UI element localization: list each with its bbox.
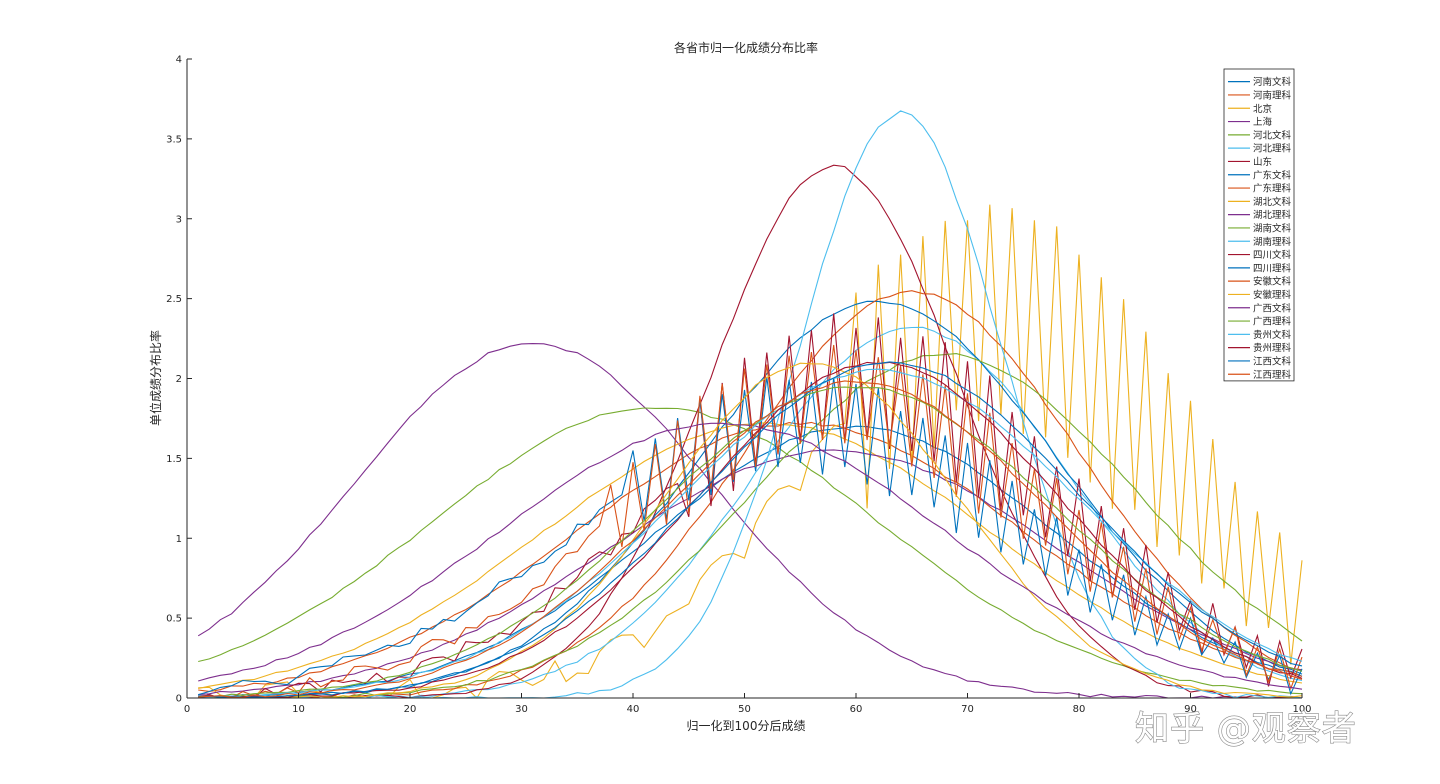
series-line-23 (198, 380, 1303, 699)
y-tick-label: 4 (176, 55, 182, 66)
legend-label: 广西理科 (1253, 316, 1292, 328)
series-line-5 (198, 407, 1303, 695)
y-tick-label: 0.5 (166, 614, 182, 625)
legend: 河南文科河南理科北京上海河北文科河北理科山东广东文科广东理科湖北文科湖北理科湖南… (1223, 68, 1295, 382)
y-tick-label: 2 (176, 374, 182, 385)
legend-label: 安徽文科 (1253, 276, 1292, 288)
legend-label: 贵州理科 (1253, 342, 1292, 354)
series-line-16 (198, 344, 1303, 699)
x-tick-label: 90 (1184, 704, 1197, 715)
legend-label: 河北理科 (1253, 143, 1292, 155)
series-line-10 (198, 421, 1303, 690)
legend-label: 山东 (1253, 156, 1272, 168)
series-line-13 (198, 110, 1303, 699)
series-line-22 (198, 361, 1303, 699)
x-tick-label: 10 (292, 704, 305, 715)
x-tick-label: 100 (1292, 704, 1311, 715)
series-line-1 (198, 425, 1303, 698)
legend-label: 湖北文科 (1253, 196, 1292, 208)
legend-label: 四川文科 (1253, 249, 1292, 261)
legend-label: 广东文科 (1253, 169, 1292, 181)
series-line-21 (198, 361, 1303, 699)
legend-label: 上海 (1253, 116, 1273, 128)
legend-label: 河南文科 (1253, 76, 1292, 88)
y-tick-label: 1.5 (166, 454, 182, 465)
series-line-8 (198, 300, 1303, 699)
series-line-9 (198, 290, 1303, 699)
x-axis-label: 归一化到100分后成绩 (687, 719, 806, 733)
y-tick-label: 0 (176, 694, 182, 705)
y-tick-label: 3.5 (166, 134, 182, 145)
plot-area (197, 110, 1303, 699)
legend-label: 湖南文科 (1253, 222, 1292, 234)
series-line-17 (198, 362, 1303, 699)
watermark: 知乎 @观察者 (1135, 709, 1357, 749)
legend-label: 贵州文科 (1253, 329, 1292, 341)
x-tick-label: 40 (627, 704, 640, 715)
series-line-6 (198, 326, 1303, 699)
y-tick-label: 1 (176, 534, 182, 545)
legend-label: 广西文科 (1253, 302, 1292, 314)
legend-label: 湖北理科 (1253, 209, 1292, 221)
legend-label: 广东理科 (1253, 183, 1292, 195)
series-line-11 (198, 449, 1303, 696)
series-line-14 (198, 313, 1303, 699)
legend-label: 湖南理科 (1253, 236, 1292, 248)
series-line-2 (198, 421, 1303, 692)
x-tick-label: 60 (850, 704, 863, 715)
x-tick-label: 30 (515, 704, 528, 715)
legend-label: 江西理科 (1253, 369, 1292, 381)
series-line-20 (198, 368, 1303, 698)
series-line-18 (198, 422, 1303, 690)
y-axis-label: 单位成绩分布比率 (148, 330, 163, 426)
x-tick-label: 80 (1073, 704, 1086, 715)
y-tick-label: 2.5 (166, 294, 182, 305)
y-tick-label: 3 (176, 214, 182, 225)
x-tick-label: 20 (404, 704, 417, 715)
axes: 0 10 20 30 40 50 60 70 80 90 100 0 0.5 1 1.5 2 2.5 3 3.5 4 (166, 55, 1311, 716)
series-line-4 (197, 343, 1302, 699)
chart-title: 各省市归一化成绩分布比率 (674, 40, 818, 55)
x-tick-label: 50 (738, 704, 751, 715)
legend-label: 四川理科 (1253, 262, 1292, 274)
legend-label: 河南理科 (1253, 89, 1292, 101)
legend-label: 河北文科 (1253, 129, 1292, 141)
series-line-12 (198, 353, 1303, 699)
x-tick-label: 0 (184, 704, 190, 715)
legend-label: 江西文科 (1253, 355, 1292, 367)
series-line-3 (198, 204, 1303, 699)
legend-label: 北京 (1253, 103, 1272, 115)
legend-label: 安徽理科 (1253, 289, 1292, 301)
x-tick-label: 70 (961, 704, 974, 715)
